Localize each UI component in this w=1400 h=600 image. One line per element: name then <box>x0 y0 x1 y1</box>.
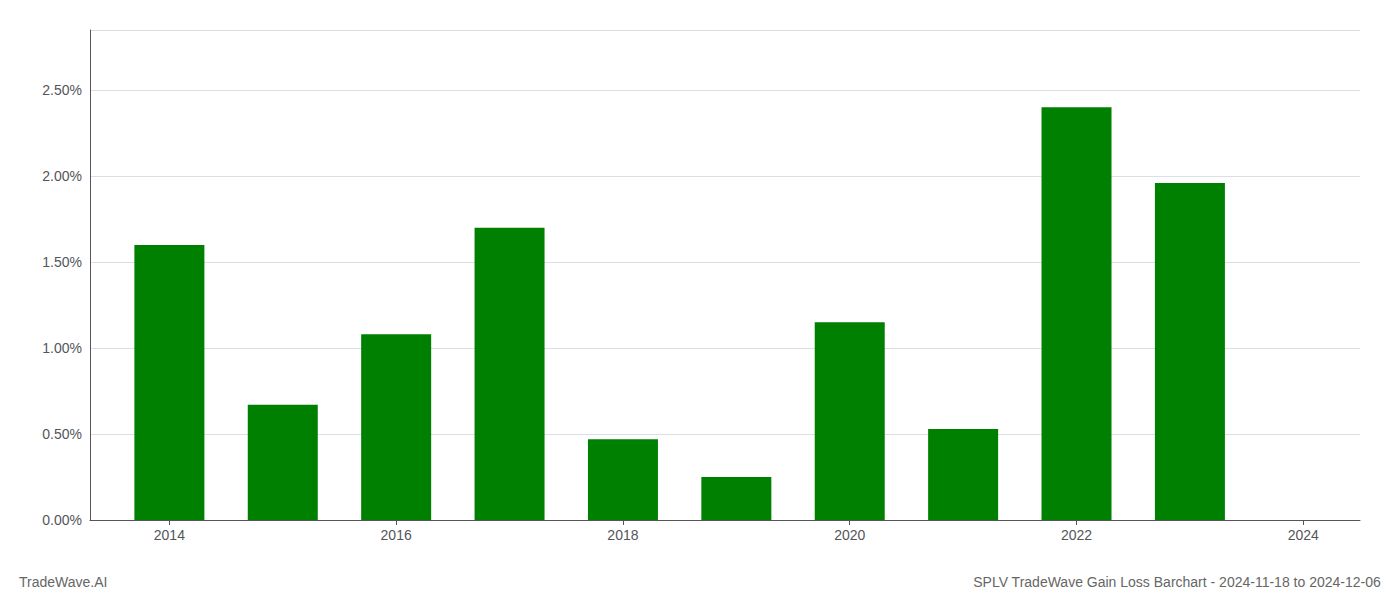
svg-text:SPLV TradeWave Gain Loss Barch: SPLV TradeWave Gain Loss Barchart - 2024… <box>973 574 1381 590</box>
svg-text:2.00%: 2.00% <box>42 168 82 184</box>
svg-text:2020: 2020 <box>834 527 865 543</box>
svg-text:2014: 2014 <box>154 527 185 543</box>
svg-text:2016: 2016 <box>381 527 412 543</box>
svg-text:1.50%: 1.50% <box>42 254 82 270</box>
svg-text:2024: 2024 <box>1288 527 1319 543</box>
svg-text:0.50%: 0.50% <box>42 426 82 442</box>
svg-text:2022: 2022 <box>1061 527 1092 543</box>
svg-text:1.00%: 1.00% <box>42 340 82 356</box>
svg-text:TradeWave.AI: TradeWave.AI <box>19 574 107 590</box>
svg-text:2.50%: 2.50% <box>42 82 82 98</box>
svg-text:0.00%: 0.00% <box>42 512 82 528</box>
svg-text:2018: 2018 <box>607 527 638 543</box>
